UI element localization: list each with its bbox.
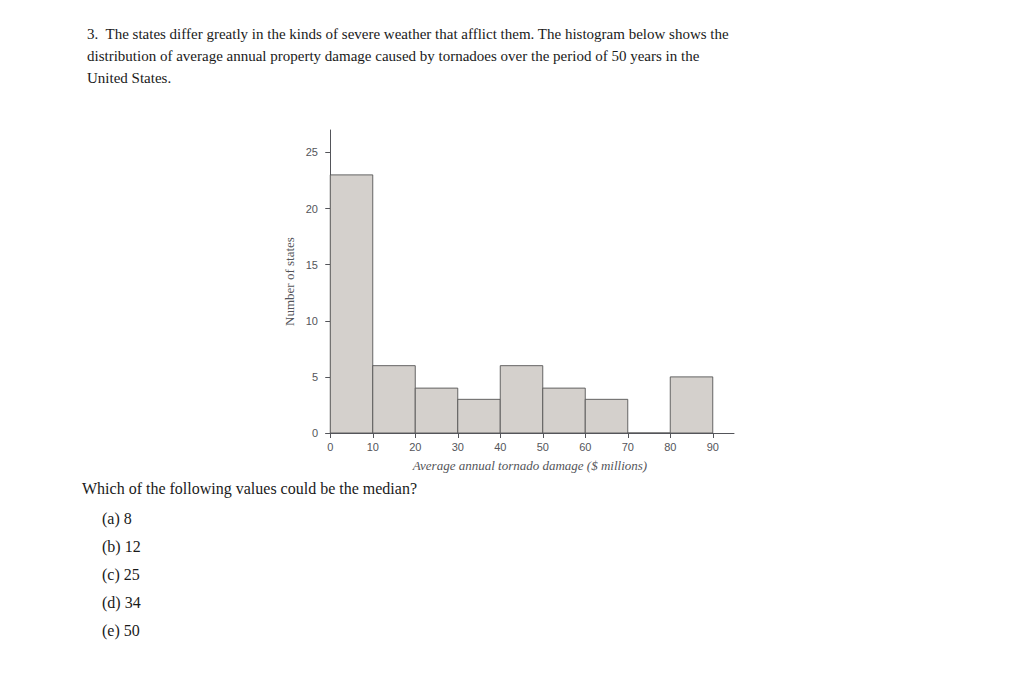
svg-text:70: 70	[622, 441, 634, 453]
svg-text:(a) 8: (a) 8	[102, 510, 132, 528]
svg-text:10: 10	[306, 315, 318, 327]
svg-text:5: 5	[312, 371, 318, 383]
svg-text:(d) 34: (d) 34	[102, 594, 141, 612]
svg-text:(c) 25: (c) 25	[102, 566, 140, 584]
svg-text:0: 0	[327, 441, 333, 453]
svg-text:(b) 12: (b) 12	[102, 538, 141, 556]
svg-text:30: 30	[452, 441, 464, 453]
svg-text:Average annual tornado damage: Average annual tornado damage ($ million…	[412, 458, 647, 473]
svg-text:60: 60	[579, 441, 591, 453]
svg-text:90: 90	[707, 441, 719, 453]
svg-text:distribution of average annual: distribution of average annual property …	[87, 48, 700, 64]
svg-text:20: 20	[306, 203, 318, 215]
svg-text:15: 15	[306, 259, 318, 271]
svg-text:80: 80	[664, 441, 676, 453]
svg-text:25: 25	[306, 146, 318, 158]
svg-text:10: 10	[367, 441, 379, 453]
svg-text:20: 20	[409, 441, 421, 453]
svg-text:0: 0	[312, 427, 318, 439]
svg-text:Which of the following values: Which of the following values could be t…	[82, 480, 417, 498]
svg-text:Number of states: Number of states	[282, 237, 297, 326]
svg-text:50: 50	[537, 441, 549, 453]
svg-text:United States.: United States.	[87, 70, 171, 86]
svg-text:(e) 50: (e) 50	[102, 622, 140, 640]
svg-text:40: 40	[494, 441, 506, 453]
svg-text:3. The states differ greatly: 3. The states differ greatly in the kind…	[87, 26, 729, 42]
